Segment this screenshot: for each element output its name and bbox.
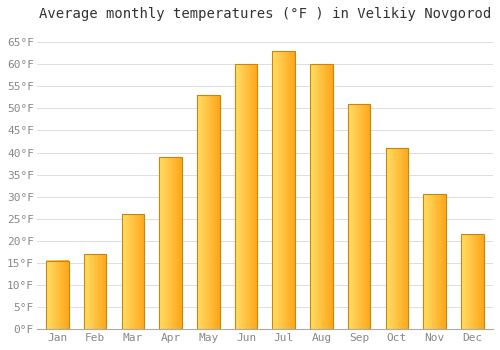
Bar xyxy=(160,157,182,329)
Bar xyxy=(386,148,408,329)
Bar xyxy=(122,214,144,329)
Bar xyxy=(84,254,106,329)
Bar xyxy=(197,95,220,329)
Bar xyxy=(310,64,333,329)
Bar xyxy=(46,260,69,329)
Bar xyxy=(234,64,258,329)
Bar xyxy=(424,194,446,329)
Title: Average monthly temperatures (°F ) in Velikiy Novgorod: Average monthly temperatures (°F ) in Ve… xyxy=(39,7,491,21)
Bar xyxy=(461,234,483,329)
Bar xyxy=(272,51,295,329)
Bar xyxy=(348,104,370,329)
